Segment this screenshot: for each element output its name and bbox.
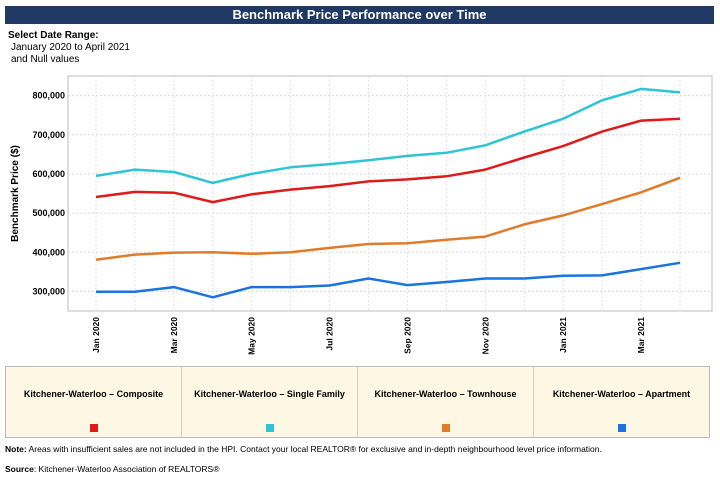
y-tick-label: 500,000: [32, 208, 65, 218]
legend-label: Kitchener-Waterloo – Composite: [23, 389, 164, 399]
series-line: [96, 261, 681, 299]
y-axis-title: Benchmark Price ($): [10, 145, 21, 242]
legend-item-apartment[interactable]: Kitchener-Waterloo – Apartment: [534, 367, 709, 437]
source-text: Source: Kitchener-Waterloo Association o…: [5, 464, 219, 474]
legend: Kitchener-Waterloo – Composite Kitchener…: [5, 366, 710, 438]
y-tick-label: 400,000: [32, 247, 65, 257]
legend-swatch: [265, 424, 274, 432]
note-text: Note: Areas with insufficient sales are …: [5, 444, 602, 454]
legend-swatch: [617, 424, 626, 432]
x-tick-label: Jan 2020: [91, 317, 101, 353]
line-chart: 300,000 400,000 500,000 600,000 700,000 800,0…: [10, 75, 713, 355]
source-label: Source: [5, 464, 34, 474]
x-tick-label: Jul 2020: [325, 317, 335, 351]
x-tick-label: Nov 2020: [480, 317, 490, 355]
legend-label: Kitchener-Waterloo – Single Family: [194, 389, 345, 399]
x-tick-label: Mar 2020: [169, 317, 179, 354]
legend-label: Kitchener-Waterloo – Apartment: [552, 389, 691, 399]
legend-label: Kitchener-Waterloo – Townhouse: [374, 389, 517, 399]
series-line: [95, 87, 681, 185]
note-body: Areas with insufficient sales are not in…: [26, 444, 602, 454]
y-tick-label: 700,000: [32, 130, 65, 140]
x-tick-label: Mar 2021: [636, 317, 646, 354]
x-tick-label: Sep 2020: [402, 317, 412, 354]
date-range-null-values: and Null values: [11, 54, 80, 65]
series-line: [95, 117, 681, 204]
y-tick-label: 300,000: [32, 286, 65, 296]
legend-item-single-family[interactable]: Kitchener-Waterloo – Single Family: [182, 367, 358, 437]
date-range-value: January 2020 to April 2021: [11, 42, 130, 53]
source-body: : Kitchener-Waterloo Association of REAL…: [33, 464, 220, 474]
legend-swatch: [441, 424, 450, 432]
legend-swatch: [89, 424, 98, 432]
series-line: [95, 176, 681, 261]
y-tick-label: 800,000: [32, 91, 65, 101]
note-label: Note:: [5, 444, 27, 454]
x-tick-label: Jan 2021: [558, 317, 568, 353]
x-tick-label: May 2020: [247, 317, 257, 355]
chart-title: Benchmark Price Performance over Time: [5, 6, 714, 24]
legend-item-composite[interactable]: Kitchener-Waterloo – Composite: [6, 367, 182, 437]
y-tick-label: 600,000: [32, 169, 65, 179]
date-range-block: Select Date Range: January 2020 to April…: [8, 30, 130, 66]
date-range-label: Select Date Range:: [8, 30, 99, 41]
legend-item-townhouse[interactable]: Kitchener-Waterloo – Townhouse: [358, 367, 534, 437]
